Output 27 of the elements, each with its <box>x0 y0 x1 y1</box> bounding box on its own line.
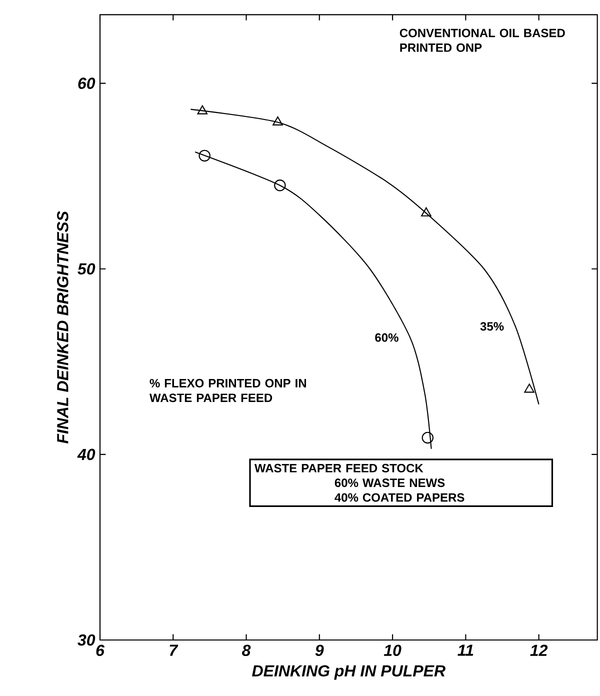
x-tick-label: 8 <box>242 644 251 656</box>
point <box>274 180 286 192</box>
y-tick-label: 60 <box>78 78 96 89</box>
annotation: 60% WASTE NEWS <box>334 478 445 488</box>
series-label: 35% <box>480 322 504 331</box>
x-tick-label: 6 <box>96 644 105 656</box>
point <box>198 150 210 162</box>
point <box>422 432 434 444</box>
point <box>421 207 432 216</box>
y-tick-label: 30 <box>78 634 96 646</box>
point <box>272 116 283 126</box>
x-tick-label: 10 <box>384 644 402 656</box>
x-tick-label: 7 <box>170 644 178 656</box>
annotation: CONVENTIONAL OIL BASED PRINTED ONP <box>400 28 565 52</box>
y-tick-label: 50 <box>78 263 96 275</box>
x-tick-label: 9 <box>315 644 324 656</box>
x-tick-label: 12 <box>530 644 548 656</box>
x-axis-title: DEINKING pH IN PULPER <box>252 665 446 680</box>
x-tick-label: 11 <box>458 644 474 656</box>
annotation: WASTE PAPER FEED STOCK <box>254 464 424 472</box>
annotation: % FLEXO PRINTED ONP IN WASTE PAPER FEED <box>149 378 306 402</box>
annotation: 40% COATED PAPERS <box>334 493 464 502</box>
series-label: 60% <box>375 333 398 342</box>
point <box>524 384 534 393</box>
point <box>197 105 208 114</box>
y-axis-title: FINAL DEINKED BRIGHTNESS <box>57 211 68 444</box>
y-tick-label: 40 <box>77 448 96 460</box>
